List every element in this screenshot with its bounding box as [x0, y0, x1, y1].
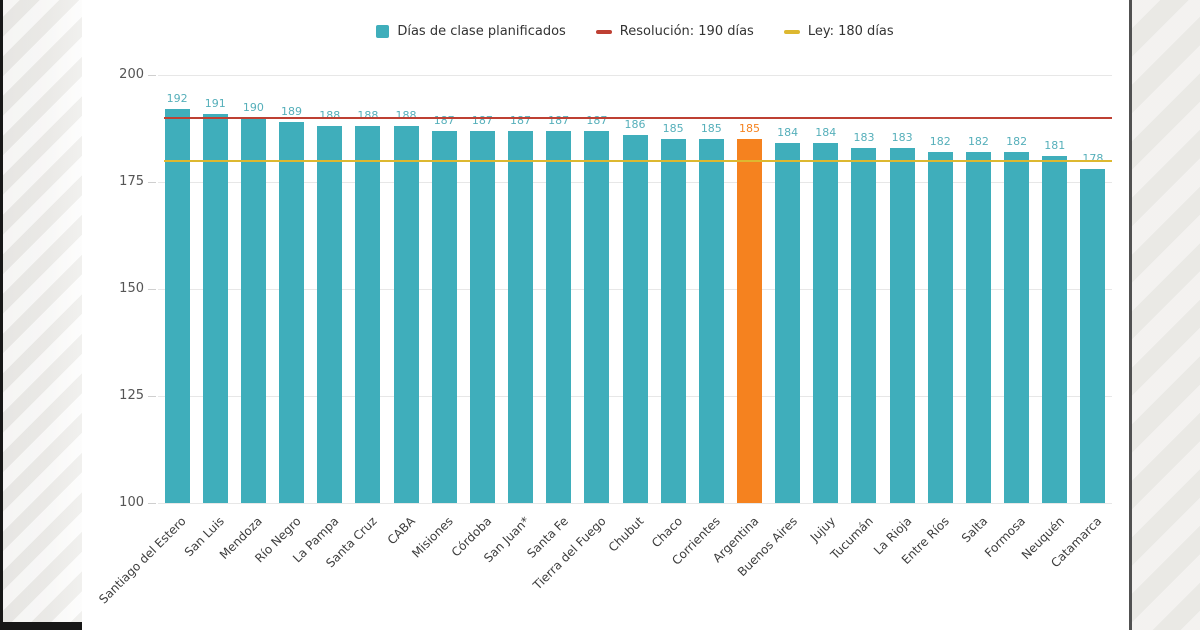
bottom-left-corner-bar	[0, 622, 82, 630]
bar-value-label: 183	[891, 130, 913, 144]
bar	[508, 130, 534, 503]
bar	[240, 117, 266, 503]
right-striped-panel	[1132, 0, 1200, 630]
gridline	[158, 75, 1112, 76]
right-separator-line	[1129, 0, 1132, 630]
bar-value-label: 182	[929, 135, 951, 149]
bar	[355, 126, 381, 503]
legend-item-ley: Ley: 180 días	[783, 24, 894, 39]
bar-value-label: 189	[281, 105, 303, 119]
bar-value-label: 192	[166, 92, 188, 106]
bar	[431, 130, 457, 503]
bar-value-label: 191	[204, 96, 226, 110]
bar-value-label: 185	[700, 122, 722, 136]
legend-item-series: Días de clase planificados	[376, 24, 566, 39]
bar-highlight-argentina	[736, 139, 762, 503]
bar	[851, 147, 877, 503]
bar-value-label: 178	[1071, 152, 1115, 165]
bar	[164, 109, 190, 503]
bar-value-label: 184	[815, 126, 837, 140]
y-axis-tick-label: 100	[119, 495, 144, 510]
bar-value-label: 186	[624, 117, 646, 131]
y-axis-tick	[148, 182, 156, 183]
bar-value-label: 183	[853, 130, 875, 144]
bar	[889, 147, 915, 503]
bar	[698, 139, 724, 503]
y-axis-tick-label: 175	[119, 174, 144, 189]
chart-legend: Días de clase planificados Resolución: 1…	[158, 24, 1112, 39]
bar-chart-plot-area: 100 125 150 175 200 192 Santiago del Estero 191…	[96, 67, 1115, 607]
left-letterbox-strip	[0, 0, 82, 630]
reference-line-resolucion	[164, 116, 1112, 119]
bar-value-label: 182	[967, 135, 989, 149]
bar	[1042, 156, 1068, 503]
y-axis-tick-label: 125	[119, 388, 144, 403]
y-axis-tick	[148, 289, 156, 290]
bar	[622, 134, 648, 503]
bar	[317, 126, 343, 503]
bar-value-label: 188	[346, 109, 390, 122]
bar-value-label: 185	[662, 122, 684, 136]
y-axis-tick-label: 200	[119, 67, 144, 82]
y-axis-tick-label: 150	[119, 281, 144, 296]
ley-line-icon	[783, 29, 800, 34]
bar	[1080, 169, 1106, 503]
legend-ley-label: Ley: 180 días	[807, 24, 894, 39]
gridline	[158, 503, 1112, 504]
legend-item-resolucion: Resolución: 190 días	[595, 24, 754, 39]
bar	[393, 126, 419, 503]
bar	[584, 130, 610, 503]
reference-line-ley	[164, 159, 1112, 162]
bar-value-label: 184	[777, 126, 799, 140]
bar	[813, 143, 839, 503]
bar-value-label: 188	[384, 109, 428, 122]
bar	[546, 130, 572, 503]
bar-value-label: 181	[1044, 139, 1066, 153]
bar	[660, 139, 686, 503]
legend-resolucion-label: Resolución: 190 días	[619, 24, 754, 39]
y-axis-tick	[148, 75, 156, 76]
resolucion-line-icon	[595, 29, 612, 34]
bar	[469, 130, 495, 503]
left-edge-bar	[0, 0, 3, 630]
bar-value-label: 188	[308, 109, 352, 122]
bar	[927, 152, 953, 503]
bar-value-label: 182	[1006, 135, 1028, 149]
bar	[965, 152, 991, 503]
bar	[775, 143, 801, 503]
legend-series-label: Días de clase planificados	[397, 24, 566, 39]
y-axis-tick	[148, 503, 156, 504]
y-axis-tick	[148, 396, 156, 397]
bar-value-label: 190	[242, 100, 264, 114]
bar	[1004, 152, 1030, 503]
series-swatch-icon	[376, 25, 390, 38]
bar-value-label: 185	[738, 122, 760, 136]
bar	[279, 122, 305, 503]
bar	[202, 113, 228, 503]
